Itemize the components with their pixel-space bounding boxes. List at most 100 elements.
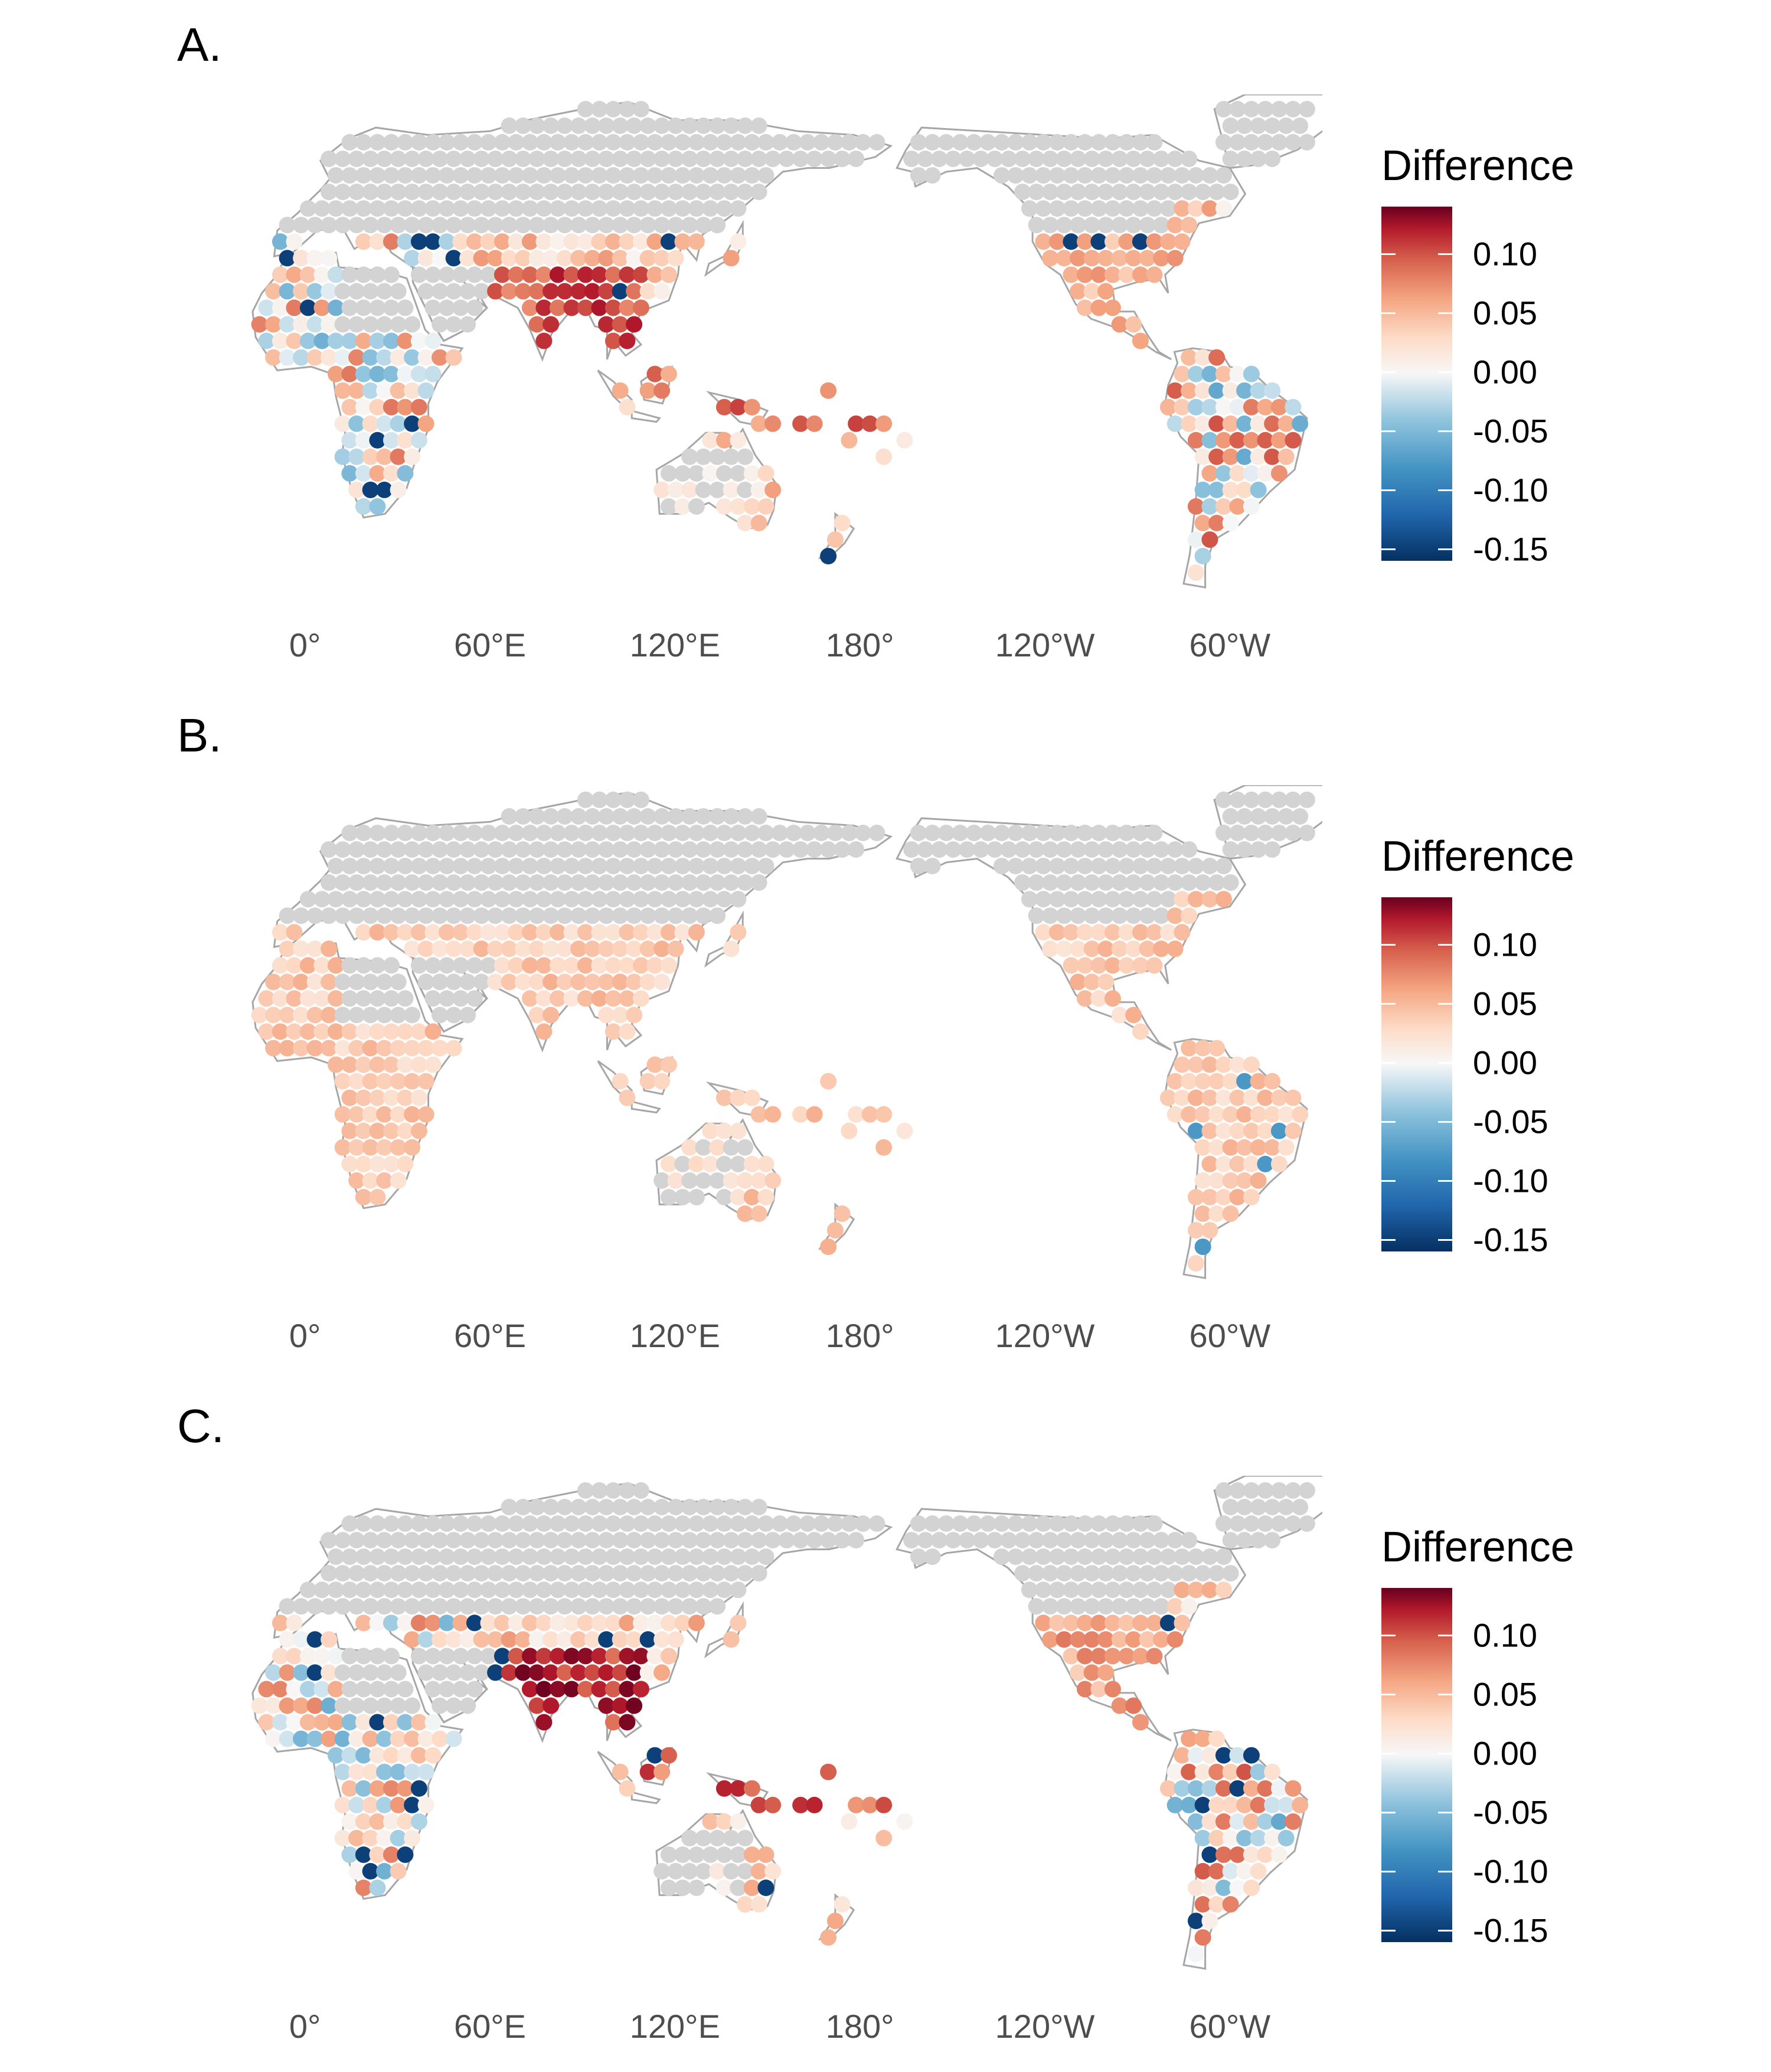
missing-point: [681, 1565, 698, 1582]
difference-point: [764, 481, 782, 498]
missing-point: [612, 217, 629, 234]
missing-point: [348, 151, 365, 168]
difference-point: [1257, 1122, 1274, 1139]
difference-point: [390, 1106, 407, 1123]
missing-point: [549, 134, 566, 151]
missing-point: [619, 791, 636, 808]
difference-point: [306, 250, 324, 267]
difference-point: [626, 973, 643, 991]
difference-point: [549, 990, 566, 1007]
difference-point: [1166, 1106, 1184, 1123]
difference-point: [1132, 233, 1149, 250]
difference-point: [535, 1615, 553, 1632]
difference-point: [334, 349, 351, 366]
world-map: [251, 1476, 1322, 1970]
missing-point: [313, 200, 331, 217]
missing-point: [376, 1006, 393, 1024]
difference-point: [1035, 233, 1052, 250]
difference-point: [1236, 448, 1253, 465]
missing-point: [535, 1581, 553, 1599]
difference-point: [730, 1122, 747, 1139]
missing-point: [799, 1515, 816, 1532]
missing-point: [619, 200, 636, 217]
missing-point: [535, 1515, 553, 1532]
difference-point: [410, 1056, 427, 1073]
difference-point: [556, 250, 573, 267]
missing-point: [466, 858, 483, 875]
missing-point: [1104, 825, 1121, 841]
missing-point: [348, 874, 365, 891]
difference-point: [1159, 1615, 1177, 1632]
difference-point: [646, 957, 664, 974]
difference-point: [743, 1846, 760, 1863]
difference-point: [1166, 1796, 1184, 1813]
difference-point: [639, 382, 656, 399]
difference-point: [646, 1615, 664, 1632]
missing-point: [653, 1598, 671, 1615]
difference-point: [293, 1697, 310, 1714]
difference-point: [410, 924, 427, 941]
difference-point: [410, 1813, 427, 1830]
difference-point: [660, 1056, 677, 1073]
colorbar-tick-label: 0.00: [1473, 1044, 1537, 1081]
difference-point: [383, 1089, 400, 1106]
colorbar-tick: [1438, 1179, 1452, 1182]
missing-point: [709, 1172, 726, 1189]
colorbar-tick-label: -0.15: [1473, 1911, 1548, 1949]
missing-point: [1215, 858, 1232, 875]
difference-point: [605, 1648, 622, 1665]
difference-point: [355, 1023, 372, 1040]
difference-point: [1181, 349, 1198, 366]
missing-point: [327, 1548, 344, 1566]
difference-point: [715, 1780, 733, 1797]
difference-point: [619, 299, 636, 316]
missing-point: [1014, 1532, 1031, 1549]
colorbar-tick-label: 0.05: [1473, 1675, 1537, 1713]
colorbar-tick-label: 0.05: [1473, 985, 1537, 1022]
missing-point: [820, 1532, 837, 1549]
missing-point: [515, 1598, 532, 1615]
colorbar-tick: [1438, 943, 1452, 946]
missing-point: [667, 1532, 684, 1549]
difference-point: [1181, 1730, 1198, 1747]
difference-point: [563, 924, 580, 941]
difference-point: [1201, 1747, 1218, 1764]
difference-point: [1270, 1813, 1288, 1830]
difference-point: [1277, 1106, 1295, 1123]
difference-point: [1187, 1089, 1204, 1106]
missing-point: [1097, 1532, 1115, 1549]
colorbar-tick: [1381, 943, 1396, 946]
difference-point: [306, 1697, 324, 1714]
difference-point: [452, 233, 469, 250]
colorbar-tick-label: 0.10: [1473, 235, 1537, 273]
missing-point: [743, 825, 760, 841]
missing-point: [487, 1565, 504, 1582]
missing-point: [709, 151, 726, 168]
missing-point: [1132, 134, 1149, 151]
missing-point: [1201, 858, 1218, 875]
difference-point: [619, 1023, 636, 1040]
difference-point: [1187, 498, 1204, 515]
difference-point: [272, 1615, 289, 1632]
difference-point: [410, 1615, 427, 1632]
missing-point: [709, 1598, 726, 1615]
missing-point: [1056, 184, 1073, 201]
missing-point: [1028, 841, 1045, 858]
missing-point: [432, 283, 449, 300]
missing-point: [1146, 134, 1163, 151]
difference-point: [1139, 940, 1156, 957]
missing-point: [327, 1581, 344, 1599]
missing-point: [321, 151, 338, 168]
missing-point: [417, 1664, 434, 1681]
missing-point: [632, 858, 649, 875]
missing-point: [383, 134, 400, 151]
difference-point: [612, 973, 629, 991]
difference-point: [1194, 382, 1211, 399]
difference-point: [612, 1697, 629, 1714]
difference-point: [1229, 1780, 1246, 1797]
missing-point: [362, 1565, 379, 1582]
missing-point: [688, 1548, 705, 1566]
difference-point: [737, 515, 754, 531]
colorbar-tick: [1381, 312, 1396, 314]
missing-point: [1222, 808, 1239, 825]
